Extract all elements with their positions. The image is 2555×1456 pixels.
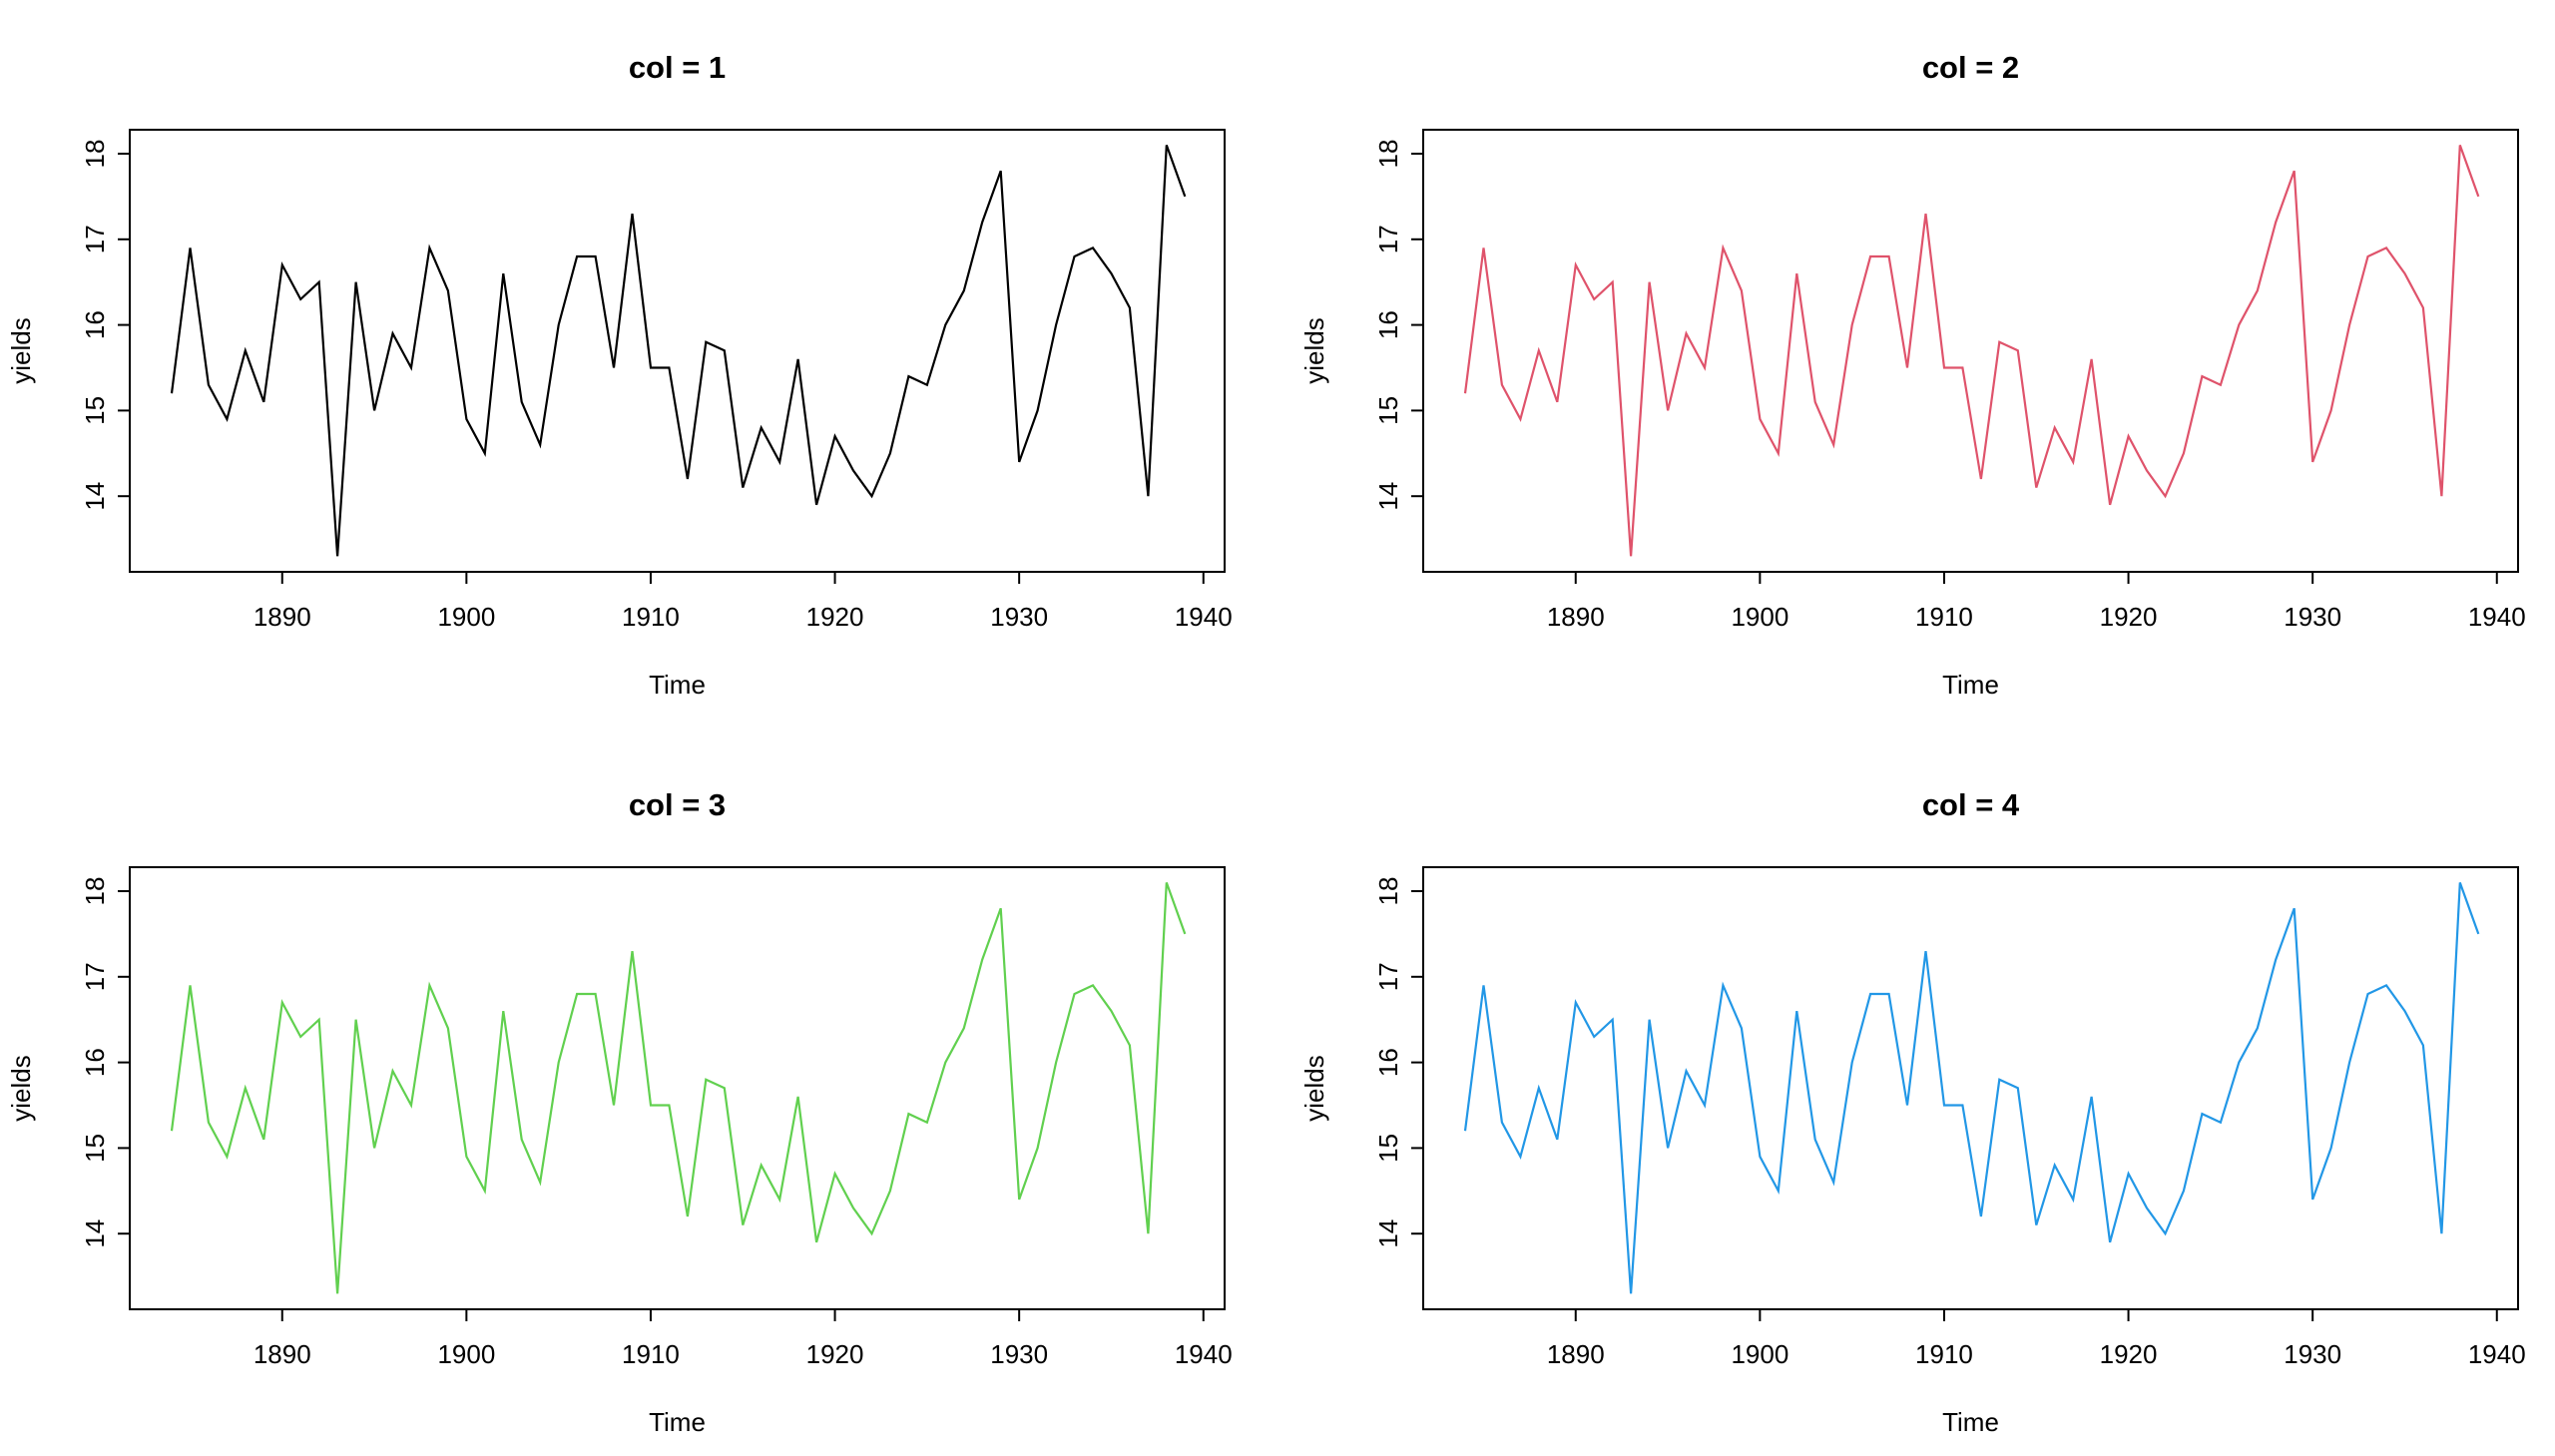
x-tick-label: 1890	[254, 1339, 311, 1369]
x-axis: 1890 1900 1910 1920 1930 1940	[1547, 1308, 2526, 1369]
series-line	[170, 882, 1187, 1294]
x-tick-label: 1890	[1547, 1339, 1605, 1369]
y-tick-label: 17	[80, 962, 110, 991]
y-tick-label: 16	[80, 310, 110, 339]
y-axis-label: yields	[1299, 1055, 1329, 1121]
x-tick-label: 1910	[622, 1339, 680, 1369]
y-tick-label: 18	[1373, 877, 1403, 906]
y-tick-label: 14	[1373, 1219, 1403, 1248]
x-tick-label: 1910	[622, 602, 680, 632]
series-line	[170, 145, 1187, 557]
chart-title: col = 1	[629, 50, 726, 85]
x-tick-label: 1920	[806, 1339, 864, 1369]
y-tick-label: 16	[80, 1048, 110, 1077]
y-tick-label: 15	[80, 1134, 110, 1163]
x-tick-label: 1920	[2100, 602, 2158, 632]
x-tick-label: 1910	[1915, 1339, 1973, 1369]
y-tick-label: 18	[1373, 140, 1403, 169]
y-tick-label: 17	[1373, 962, 1403, 991]
series-line	[1463, 145, 2480, 557]
x-tick-label: 1930	[2284, 1339, 2341, 1369]
y-axis-label: yields	[6, 317, 36, 383]
x-axis: 1890 1900 1910 1920 1930 1940	[1547, 571, 2526, 632]
x-tick-label: 1940	[2468, 1339, 2526, 1369]
plot-frame	[129, 866, 1226, 1310]
x-tick-label: 1930	[2284, 602, 2341, 632]
x-tick-label: 1900	[1731, 602, 1788, 632]
x-tick-label: 1930	[990, 602, 1048, 632]
x-tick-label: 1940	[1175, 1339, 1233, 1369]
y-tick-label: 16	[1373, 310, 1403, 339]
y-tick-label: 16	[1373, 1048, 1403, 1077]
x-axis-label: Time	[649, 670, 706, 700]
x-axis: 1890 1900 1910 1920 1930 1940	[254, 1308, 1233, 1369]
x-tick-label: 1920	[2100, 1339, 2158, 1369]
plot-frame	[1422, 866, 2519, 1310]
y-tick-label: 17	[1373, 225, 1403, 253]
x-tick-label: 1940	[1175, 602, 1233, 632]
y-tick-label: 14	[80, 1219, 110, 1248]
plot-frame	[129, 129, 1226, 573]
y-tick-label: 14	[80, 482, 110, 511]
x-axis-label: Time	[1942, 670, 1999, 700]
x-tick-label: 1890	[254, 602, 311, 632]
y-tick-label: 18	[80, 877, 110, 906]
y-tick-label: 15	[80, 396, 110, 425]
x-tick-label: 1900	[437, 602, 495, 632]
x-tick-label: 1900	[1731, 1339, 1788, 1369]
x-tick-label: 1920	[806, 602, 864, 632]
y-axis: 14 15 16 17 18	[80, 877, 130, 1248]
y-tick-label: 15	[1373, 396, 1403, 425]
chart-title: col = 2	[1922, 50, 2019, 85]
chart-title: col = 4	[1922, 787, 2020, 822]
y-axis: 14 15 16 17 18	[80, 140, 130, 511]
plot-frame	[1422, 129, 2519, 573]
x-tick-label: 1900	[437, 1339, 495, 1369]
y-axis-label: yields	[1299, 317, 1329, 383]
y-tick-label: 17	[80, 225, 110, 253]
x-axis: 1890 1900 1910 1920 1930 1940	[254, 571, 1233, 632]
y-axis: 14 15 16 17 18	[1373, 877, 1423, 1248]
y-tick-label: 15	[1373, 1134, 1403, 1163]
x-tick-label: 1890	[1547, 602, 1605, 632]
y-tick-label: 14	[1373, 482, 1403, 511]
y-tick-label: 18	[80, 140, 110, 169]
x-tick-label: 1940	[2468, 602, 2526, 632]
x-tick-label: 1910	[1915, 602, 1973, 632]
series-line	[1463, 882, 2480, 1294]
chart-title: col = 3	[629, 787, 726, 822]
x-axis-label: Time	[1942, 1407, 1999, 1437]
x-tick-label: 1930	[990, 1339, 1048, 1369]
y-axis-label: yields	[6, 1055, 36, 1121]
x-axis-label: Time	[649, 1407, 706, 1437]
y-axis: 14 15 16 17 18	[1373, 140, 1423, 511]
